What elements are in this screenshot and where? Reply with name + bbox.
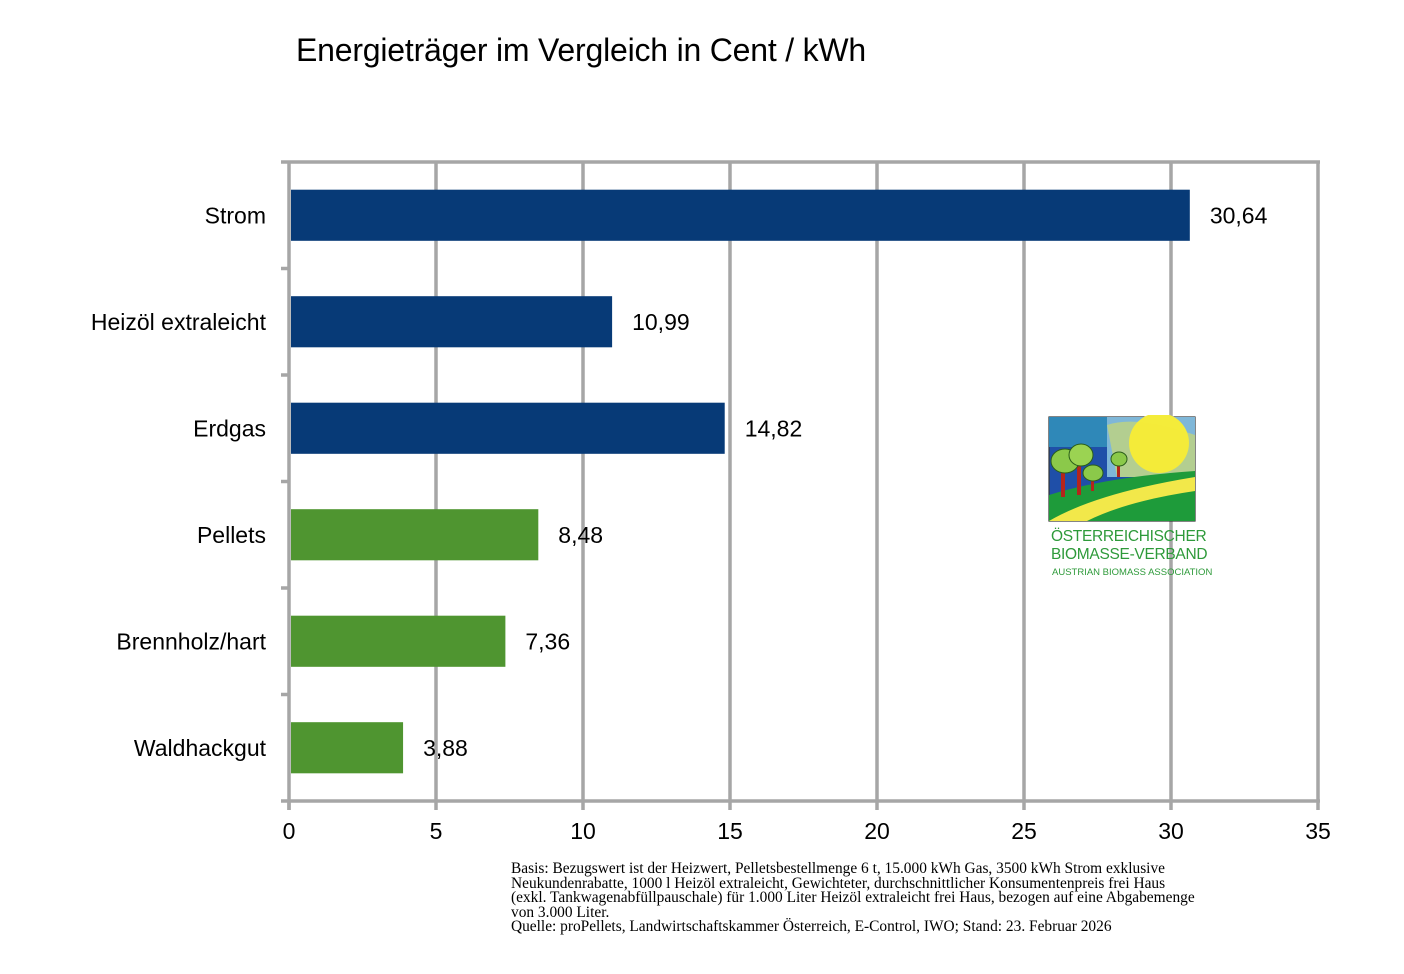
- x-tick-label: 30: [1158, 818, 1184, 844]
- value-label: 7,36: [525, 628, 570, 654]
- bar-pellets: [291, 509, 539, 561]
- value-labels: 30,64 10,99 14,82 8,48 7,36 3,88: [423, 202, 1268, 761]
- bar-waldhackgut: [291, 722, 404, 774]
- value-label: 3,88: [423, 735, 468, 761]
- category-label: Waldhackgut: [134, 735, 267, 761]
- footnote-line: Neukundenrabatte, 1000 l Heizöl extralei…: [511, 874, 1166, 892]
- footnote-source: Quelle: proPellets, Landwirtschaftskamme…: [511, 918, 1112, 936]
- bar-erdgas: [291, 402, 725, 454]
- category-label: Pellets: [197, 522, 266, 548]
- value-label: 8,48: [558, 522, 603, 548]
- x-tick-labels: 0 5 10 15 20 25 30 35: [283, 818, 1331, 844]
- value-label: 30,64: [1210, 202, 1268, 228]
- x-tick-label: 5: [430, 818, 443, 844]
- value-label: 14,82: [745, 415, 803, 441]
- footnote-line: Basis: Bezugswert ist der Heizwert, Pell…: [511, 860, 1165, 877]
- logo-text-line2: BIOMASSE-VERBAND: [1051, 546, 1208, 563]
- value-label: 10,99: [632, 309, 690, 335]
- bar-heizöl-extraleicht: [291, 296, 613, 348]
- category-label: Strom: [205, 202, 266, 228]
- logo-biomasse-verband: ÖSTERREICHISCHER BIOMASSE-VERBAND AUSTRI…: [1047, 415, 1212, 585]
- category-labels: Strom Heizöl extraleicht Erdgas Pellets Bren…: [91, 202, 267, 761]
- bars: [291, 189, 1190, 774]
- x-tick-label: 35: [1305, 818, 1331, 844]
- footnote-line: von 3.000 Liter.: [511, 903, 610, 921]
- bar-strom: [291, 189, 1190, 241]
- bar-brennholz-hart: [291, 615, 506, 667]
- x-tick-label: 10: [570, 818, 596, 844]
- footnote-line: (exkl. Tankwagenabfüllpauschale) für 1.0…: [511, 889, 1195, 907]
- x-tick-label: 20: [864, 818, 890, 844]
- footnote: Basis: Bezugswert ist der Heizwert, Pell…: [511, 860, 1341, 936]
- logo-landscape-icon: [1048, 415, 1196, 522]
- x-tick-label: 0: [283, 818, 296, 844]
- x-tick-label: 15: [717, 818, 743, 844]
- category-label: Brennholz/hart: [116, 628, 266, 654]
- axes: [281, 160, 1320, 810]
- x-tick-label: 25: [1011, 818, 1037, 844]
- logo-text-line3: AUSTRIAN BIOMASS ASSOCIATION: [1052, 567, 1213, 578]
- category-label: Erdgas: [193, 415, 266, 441]
- chart-title: Energieträger im Vergleich in Cent / kWh: [296, 32, 867, 68]
- category-label: Heizöl extraleicht: [91, 309, 267, 335]
- logo-text-line1: ÖSTERREICHISCHER: [1051, 528, 1207, 545]
